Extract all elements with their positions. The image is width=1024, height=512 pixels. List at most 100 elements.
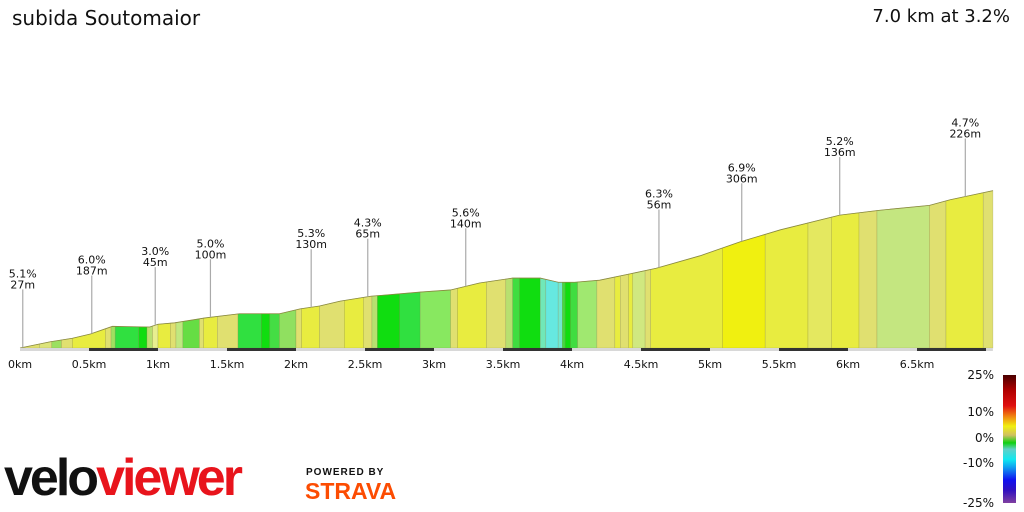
x-tick-label: 6.5km <box>900 358 935 371</box>
gradient-segment <box>279 309 297 349</box>
gradient-segment <box>519 277 541 349</box>
legend-label: 25% <box>967 368 994 382</box>
profile-outline <box>19 190 993 349</box>
gradient-segment <box>377 293 400 349</box>
distance-axis-band <box>89 348 158 351</box>
elevation-profile-chart: 0km 0.5km 1km 1.5km 2km 2.5km 3km 3.5km 4km 4.5km… <box>8 117 994 371</box>
annotation-grade: 6.0% <box>78 254 106 267</box>
gradient-segment <box>628 272 634 349</box>
gradient-segment <box>203 316 218 349</box>
annotation-length: 56m <box>647 198 672 211</box>
gradient-segment <box>295 308 302 349</box>
annotation-length: 136m <box>824 146 856 159</box>
legend-label: -10% <box>962 456 994 470</box>
gradient-segment <box>632 270 646 349</box>
gradient-segment <box>562 281 566 349</box>
annotation-grade: 5.3% <box>297 227 325 240</box>
gradient-segment <box>929 200 947 349</box>
x-tick-label: 0km <box>8 358 32 371</box>
gradient-segment <box>261 313 271 349</box>
annotation-grade: 6.9% <box>728 161 756 174</box>
gradient-segment <box>138 326 148 349</box>
gradient-segment <box>722 233 766 349</box>
annotation-length: 140m <box>450 217 482 230</box>
gradient-segment <box>596 276 616 349</box>
distance-axis-band <box>365 348 434 351</box>
annotation-grade: 5.2% <box>826 135 854 148</box>
gradient-segment <box>457 281 487 349</box>
gradient-segment <box>764 222 809 349</box>
legend-label: 10% <box>967 405 994 419</box>
x-tick-label: 3.5km <box>486 358 521 371</box>
x-tick-label: 5.5km <box>762 358 797 371</box>
gradient-segment <box>644 269 651 349</box>
gradient-segment <box>982 190 994 349</box>
legend-label: -25% <box>962 496 994 510</box>
gradient-segment <box>152 323 159 349</box>
gradient-segment <box>570 281 578 349</box>
gradient-segment <box>363 295 373 349</box>
gradient-segment <box>371 295 378 349</box>
distance-axis-band <box>779 348 848 351</box>
strava-logo: STRAVA <box>305 478 397 504</box>
annotation-grade: 5.6% <box>452 206 480 219</box>
distance-axis-band <box>917 348 986 351</box>
gradient-segment <box>319 300 345 349</box>
gradient-segment <box>831 212 860 349</box>
climb-title: subida Soutomaior <box>12 6 201 30</box>
annotation-length: 27m <box>10 278 35 291</box>
gradient-segment <box>614 275 621 349</box>
gradient-segment <box>512 277 520 349</box>
gradient-segment <box>564 281 571 349</box>
annotation-grade: 5.0% <box>196 237 224 250</box>
x-tick-label: 3km <box>422 358 446 371</box>
annotation-length: 226m <box>949 128 981 141</box>
gradient-segment <box>157 322 171 349</box>
gradient-segment <box>175 321 184 349</box>
x-tick-label: 2.5km <box>348 358 383 371</box>
climb-summary: 7.0 km at 3.2% <box>872 6 1010 27</box>
annotation-length: 100m <box>195 248 227 261</box>
gradient-segment <box>301 305 320 349</box>
veloviewer-logo: veloviewer <box>4 449 243 507</box>
gradient-segment <box>650 247 723 349</box>
annotation-length: 45m <box>143 256 168 269</box>
x-tick-label: 1.5km <box>210 358 245 371</box>
gradient-segment <box>269 313 280 349</box>
gradient-segment <box>182 318 200 349</box>
annotation-length: 306m <box>726 172 758 185</box>
gradient-segment <box>419 289 451 349</box>
gradient-segment <box>237 313 262 349</box>
annotation-grade: 4.7% <box>951 117 979 130</box>
gradient-segment <box>114 326 139 349</box>
annotation-grade: 4.3% <box>354 217 382 230</box>
gradient-segment <box>146 325 153 349</box>
x-tick-label: 5km <box>698 358 722 371</box>
powered-by-label: POWERED BY <box>306 467 385 478</box>
annotation-length: 130m <box>295 238 327 251</box>
annotation-grade: 3.0% <box>141 245 169 258</box>
gradient-segment <box>619 273 629 349</box>
distance-axis-band <box>641 348 710 351</box>
gradient-segment <box>807 216 832 349</box>
gradient-segment <box>545 278 559 349</box>
gradient-segment <box>505 277 513 349</box>
gradient-segment <box>199 317 204 349</box>
gradient-segment <box>945 192 984 349</box>
gradient-segment <box>577 280 598 349</box>
distance-axis-band <box>227 348 296 351</box>
x-tick-label: 6km <box>836 358 860 371</box>
gradient-segment <box>170 322 177 349</box>
distance-axis-band <box>503 348 572 351</box>
gradient-segment <box>876 205 930 349</box>
gradient-segment <box>450 287 458 349</box>
annotation-length: 65m <box>355 228 380 241</box>
gradient-segment <box>105 326 112 349</box>
annotation-length: 187m <box>76 265 108 278</box>
gradient-legend-bar <box>1003 375 1016 503</box>
x-tick-label: 4.5km <box>624 358 659 371</box>
gradient-segment <box>343 297 364 349</box>
gradient-segment <box>217 313 239 349</box>
legend-label: 0% <box>974 431 994 445</box>
annotation-grade: 6.3% <box>645 187 673 200</box>
